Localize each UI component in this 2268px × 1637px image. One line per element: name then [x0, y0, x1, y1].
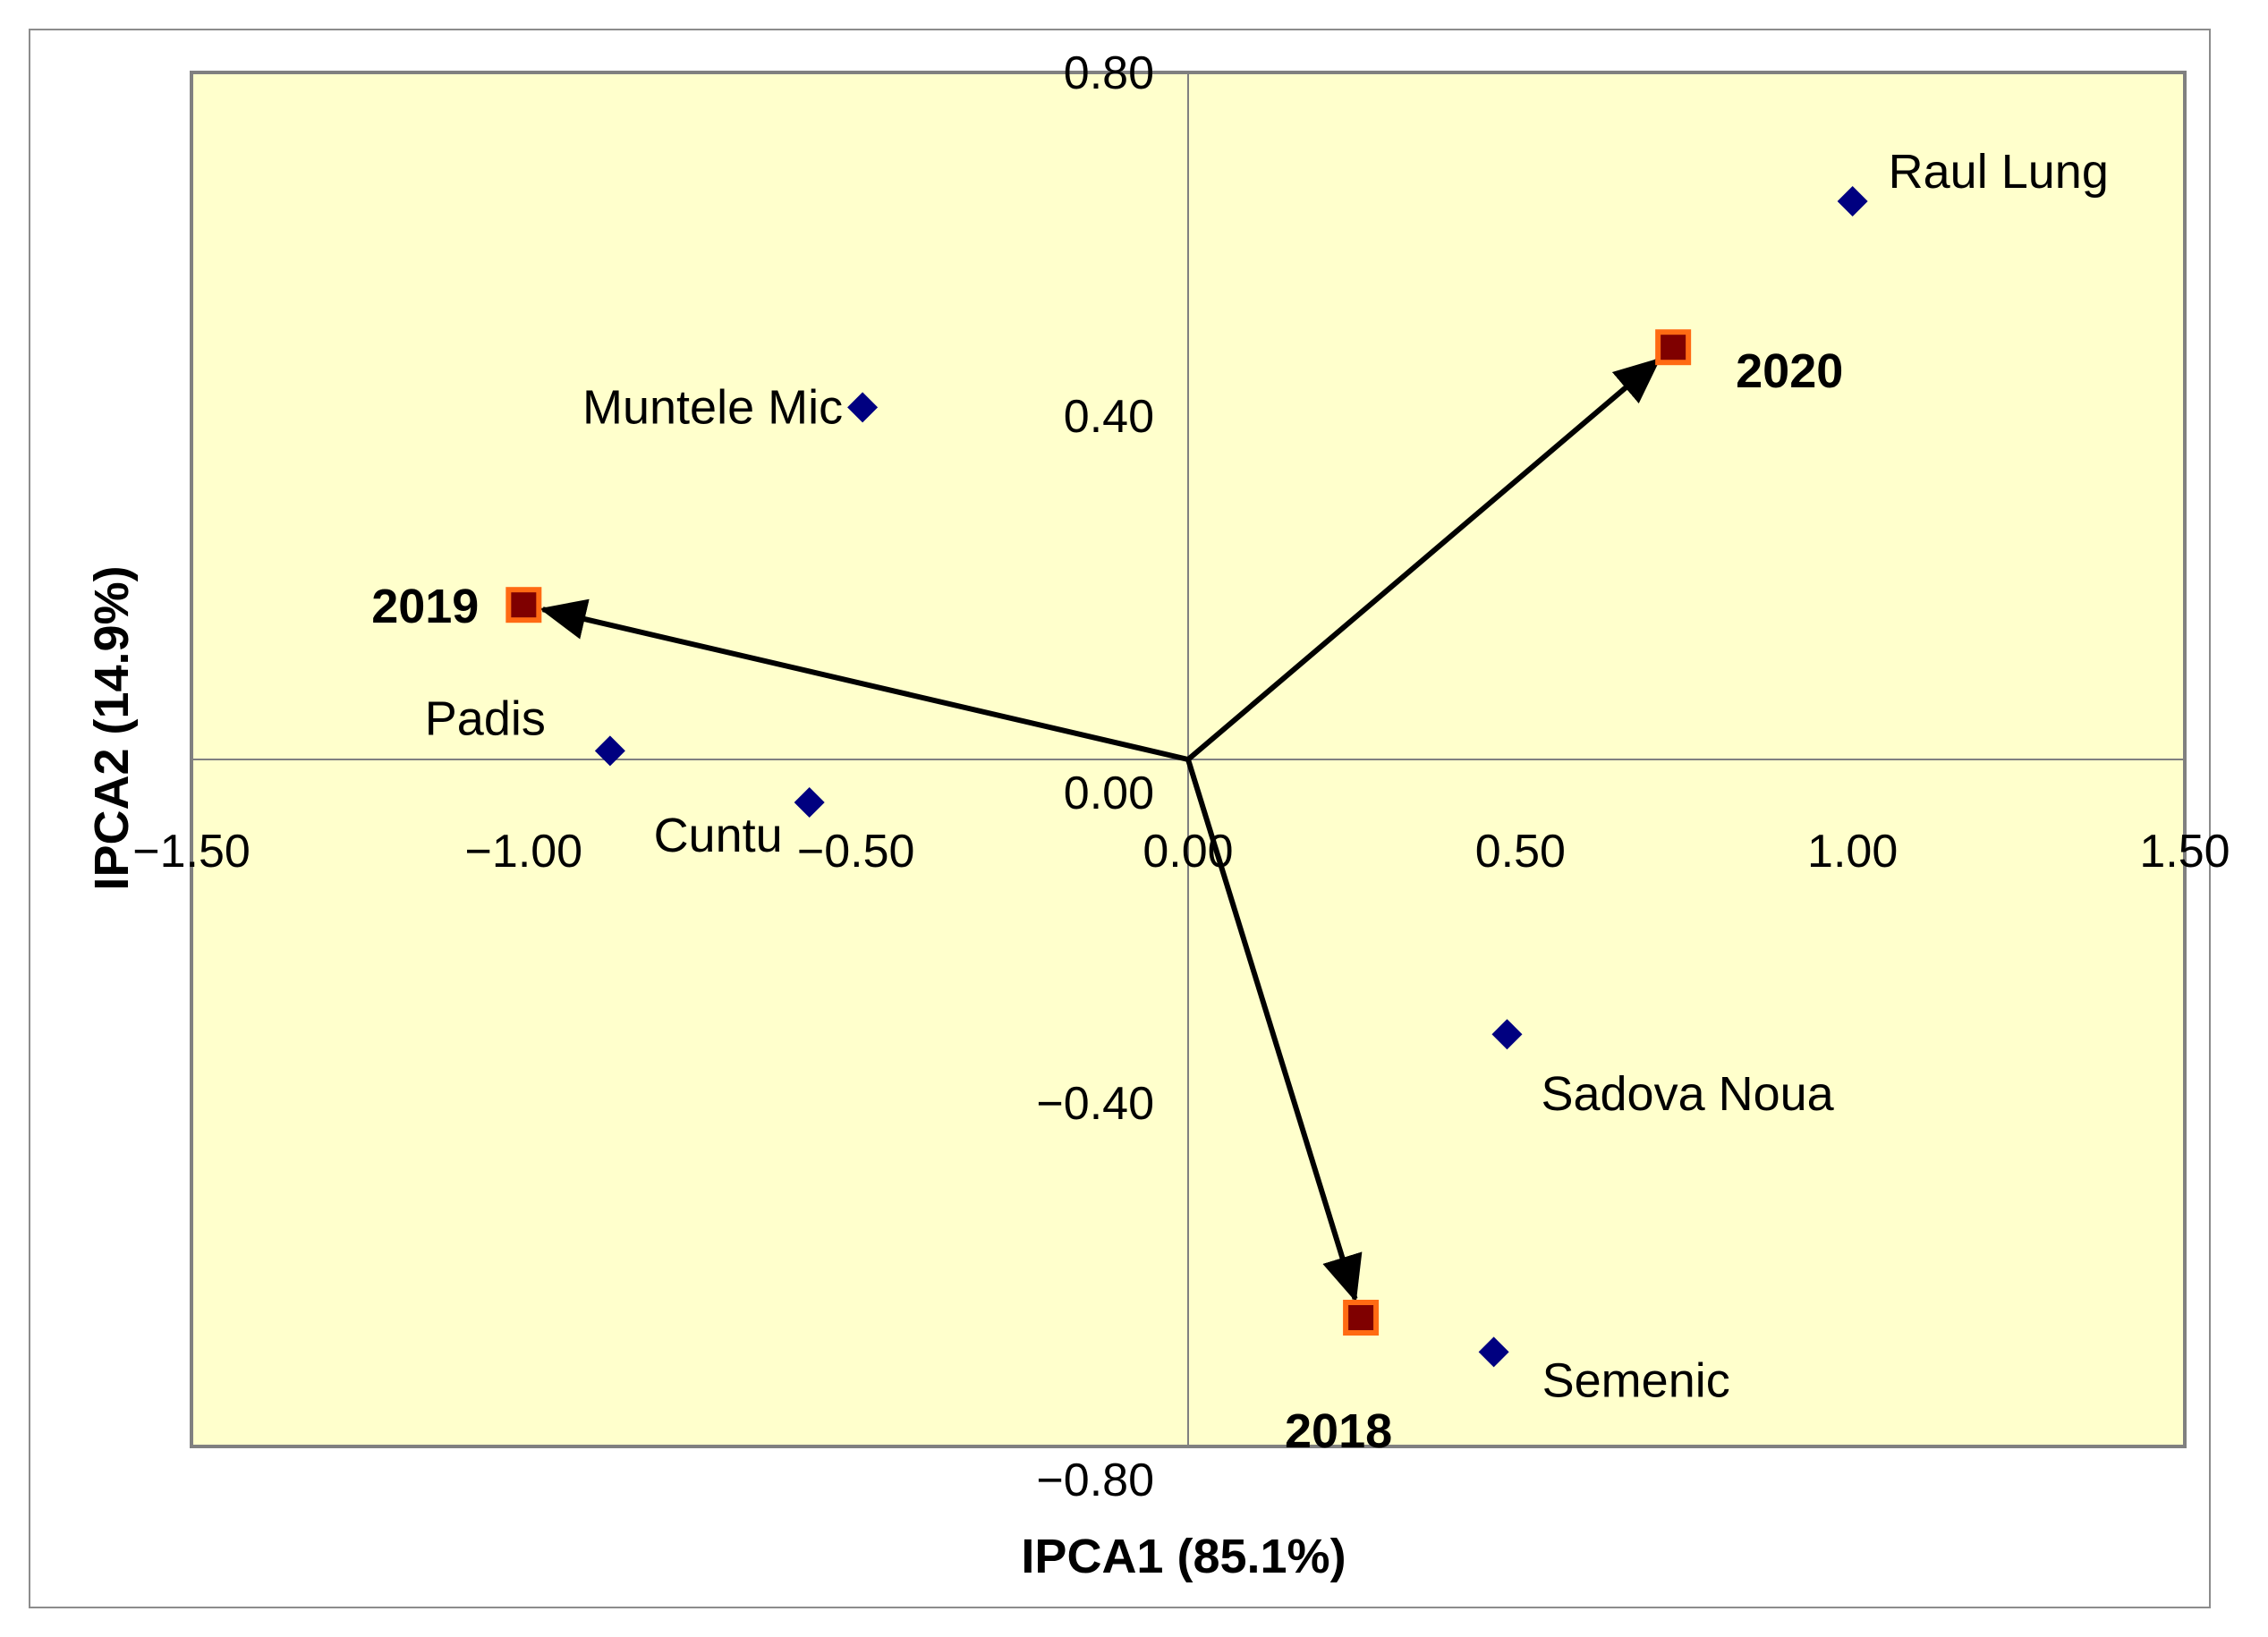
x-axis-title: IPCA1 (85.1%)	[1021, 1530, 1346, 1583]
y-tick-label: 0.80	[1064, 47, 1154, 99]
environment-vector-2019	[539, 598, 1189, 762]
environment-point	[1343, 1300, 1380, 1336]
genotype-label: Padis	[425, 691, 546, 745]
genotype-label: Muntele Mic	[582, 380, 843, 434]
genotype-point	[1491, 1019, 1523, 1050]
environment-label: 2019	[371, 580, 479, 633]
genotype-label: Raul Lung	[1889, 145, 2109, 199]
y-tick-label: −0.40	[1036, 1078, 1154, 1130]
genotype-point	[594, 735, 625, 767]
genotype-point	[847, 392, 879, 423]
x-tick-label: 1.50	[2139, 826, 2230, 878]
genotype-point	[1837, 186, 1868, 216]
x-tick-label: −1.00	[465, 826, 583, 878]
genotype-point	[1478, 1336, 1509, 1368]
environment-point	[505, 587, 542, 623]
y-tick-label: −0.80	[1036, 1455, 1154, 1506]
genotype-point	[794, 787, 825, 818]
genotype-label: Cuntu	[654, 809, 783, 862]
y-axis-title: IPCA2 (14.9%)	[85, 565, 139, 890]
y-tick-label: 0.40	[1064, 391, 1154, 443]
x-tick-label: 1.00	[1807, 826, 1898, 878]
y-tick-label: 0.00	[1064, 768, 1154, 819]
x-tick-label: −1.50	[132, 826, 251, 878]
genotype-label: Semenic	[1542, 1353, 1730, 1407]
environment-label: 2018	[1285, 1404, 1392, 1458]
genotype-label: Sadova Noua	[1541, 1067, 1834, 1121]
environment-label: 2020	[1736, 344, 1843, 398]
x-tick-label: 0.50	[1475, 826, 1566, 878]
environment-vector-2020	[1186, 357, 1661, 762]
environment-vector-2018	[1185, 759, 1363, 1302]
x-tick-label: −0.50	[797, 826, 915, 878]
environment-point	[1655, 329, 1692, 366]
